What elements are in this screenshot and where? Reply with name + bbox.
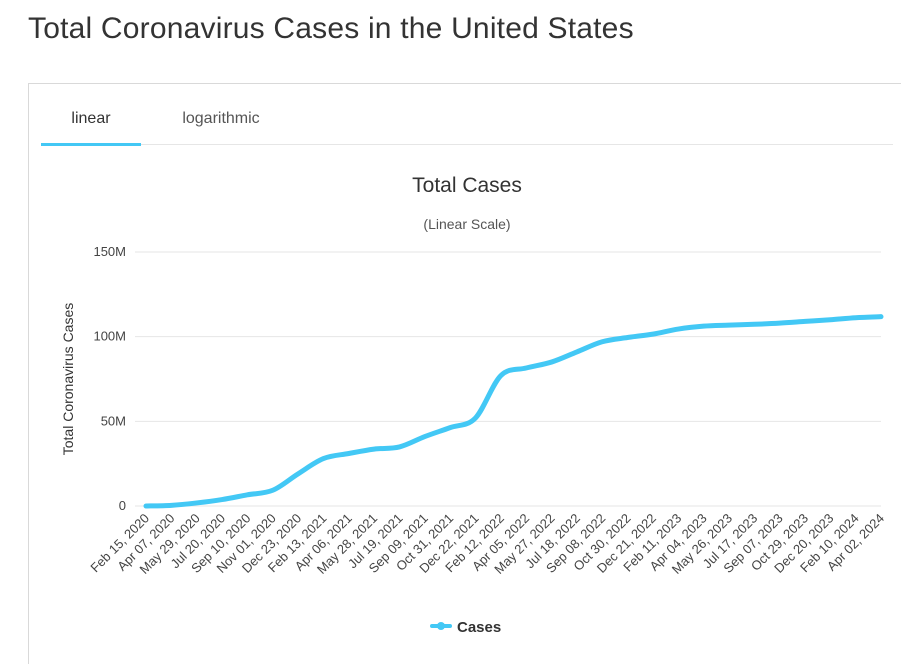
series-layer [143, 314, 884, 509]
data-point-21[interactable] [676, 327, 681, 332]
tab-logarithmic[interactable]: logarithmic [182, 110, 260, 127]
data-point-16[interactable] [549, 360, 554, 365]
legend[interactable]: Cases [430, 619, 501, 636]
data-point-13[interactable] [473, 415, 478, 420]
data-point-14[interactable] [498, 373, 503, 378]
data-point-19[interactable] [625, 335, 630, 340]
legend-marker [437, 622, 445, 630]
data-point-12[interactable] [448, 425, 453, 430]
data-point-29[interactable] [879, 314, 883, 319]
y-tick-label-2: 100M [93, 329, 126, 344]
chart-subtitle: (Linear Scale) [423, 216, 510, 232]
data-point-7[interactable] [321, 456, 326, 461]
series-line-cases[interactable] [143, 314, 884, 509]
tab-linear[interactable]: linear [41, 110, 141, 146]
data-point-8[interactable] [346, 451, 351, 456]
chart-title: Total Cases [412, 174, 522, 197]
data-point-0[interactable] [144, 504, 148, 508]
data-point-2[interactable] [194, 500, 199, 505]
data-point-1[interactable] [169, 503, 174, 508]
data-point-27[interactable] [828, 317, 833, 322]
data-point-18[interactable] [600, 339, 605, 344]
scale-tabs: linear logarithmic [41, 84, 893, 146]
data-point-22[interactable] [701, 324, 706, 329]
data-point-26[interactable] [802, 319, 807, 324]
data-point-4[interactable] [245, 492, 250, 497]
data-point-25[interactable] [777, 321, 782, 326]
total-cases-chart: Total Cases (Linear Scale) Total Coronav… [60, 174, 887, 636]
legend-label-cases: Cases [457, 619, 501, 636]
y-axis-ticks: 0 50M 100M 150M [93, 244, 126, 513]
data-point-11[interactable] [422, 434, 427, 439]
data-point-24[interactable] [752, 322, 757, 327]
data-point-5[interactable] [270, 488, 275, 493]
data-point-28[interactable] [853, 315, 858, 320]
y-axis-title: Total Coronavirus Cases [60, 303, 76, 456]
y-tick-label-3: 150M [93, 244, 126, 259]
y-tick-label-0: 0 [119, 498, 126, 513]
data-point-3[interactable] [220, 497, 225, 502]
data-point-17[interactable] [574, 349, 579, 354]
data-point-23[interactable] [726, 323, 731, 328]
y-tick-label-1: 50M [101, 413, 126, 428]
data-point-15[interactable] [524, 365, 529, 370]
gridlines [135, 251, 881, 507]
data-point-20[interactable] [650, 332, 655, 337]
data-point-9[interactable] [372, 447, 377, 452]
page-title: Total Coronavirus Cases in the United St… [28, 12, 634, 45]
chart-panel: linear logarithmic Total Cases (Linear S… [28, 83, 901, 664]
data-point-6[interactable] [296, 471, 301, 476]
data-point-10[interactable] [397, 444, 402, 449]
